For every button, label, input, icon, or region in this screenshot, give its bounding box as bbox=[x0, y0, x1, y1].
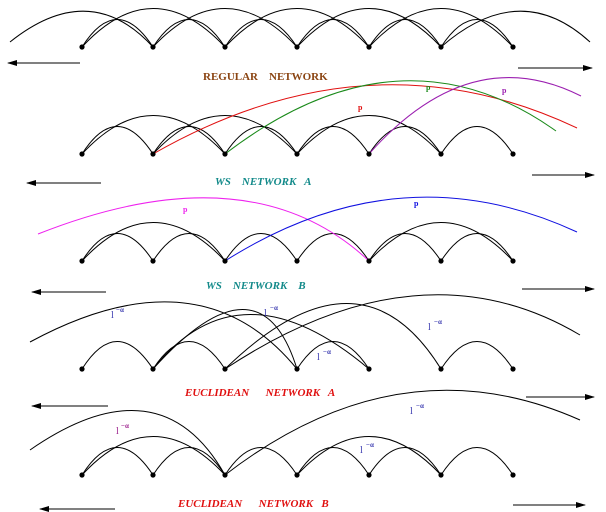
label-p-purple: p bbox=[502, 86, 507, 95]
label-l: l bbox=[410, 406, 413, 417]
euclidean-network-a: l −α l −α l −α l −α EUCLIDEAN NETWORK A bbox=[29, 294, 595, 409]
euclidean-network-b-title: EUCLIDEAN NETWORK B bbox=[177, 498, 329, 510]
euc-a-edges bbox=[29, 294, 581, 370]
label-l: l bbox=[264, 308, 267, 319]
shortcut-magenta bbox=[37, 197, 370, 262]
label-alpha-exponent: −α bbox=[116, 306, 124, 314]
label-l: l bbox=[317, 352, 320, 363]
ws-a-edges bbox=[81, 115, 514, 155]
label-l-alpha: l −α bbox=[111, 306, 124, 321]
shortcut-purple bbox=[368, 77, 582, 155]
label-p-green: p bbox=[426, 83, 431, 92]
label-alpha-exponent: −α bbox=[121, 422, 129, 430]
euclidean-network-a-title: EUCLIDEAN NETWORK A bbox=[184, 387, 335, 399]
ws-network-a: p p p WS NETWORK A bbox=[26, 77, 595, 188]
label-l: l bbox=[111, 310, 114, 321]
label-alpha-exponent: −α bbox=[416, 402, 424, 410]
label-l: l bbox=[428, 322, 431, 333]
ws-b-shortcuts bbox=[37, 196, 578, 262]
label-l-alpha: l −α bbox=[116, 422, 129, 437]
euc-b-nodes bbox=[79, 472, 516, 478]
shortcut-green bbox=[224, 80, 557, 155]
regular-network-title: REGULAR NETWORK bbox=[203, 71, 328, 83]
label-alpha-exponent: −α bbox=[434, 318, 442, 326]
shortcut-blue bbox=[224, 196, 578, 262]
euc-a-nodes bbox=[79, 366, 516, 372]
label-l: l bbox=[360, 445, 363, 456]
regular-network: REGULAR NETWORK bbox=[7, 8, 593, 83]
ws-b-edges bbox=[81, 222, 514, 262]
label-p-blue: p bbox=[414, 199, 419, 208]
label-p-magenta: p bbox=[183, 205, 188, 214]
euc-b-edges bbox=[29, 389, 581, 476]
shortcut-red bbox=[152, 84, 578, 155]
ws-network-a-title: WS NETWORK A bbox=[215, 176, 311, 188]
label-l-alpha: l −α bbox=[264, 304, 278, 319]
ws-a-shortcuts bbox=[152, 77, 582, 155]
label-p-red: p bbox=[358, 103, 363, 112]
label-l-alpha: l −α bbox=[428, 318, 442, 333]
regular-nodes bbox=[79, 44, 516, 50]
label-alpha-exponent: −α bbox=[323, 348, 331, 356]
label-l: l bbox=[116, 426, 119, 437]
label-l-alpha: l −α bbox=[317, 348, 331, 363]
regular-edges bbox=[9, 8, 591, 48]
ws-a-nodes bbox=[79, 151, 516, 157]
label-l-alpha: l −α bbox=[360, 441, 374, 456]
ws-network-b-title: WS NETWORK B bbox=[206, 280, 306, 292]
ws-network-b: p p WS NETWORK B bbox=[31, 196, 595, 295]
label-alpha-exponent: −α bbox=[366, 441, 374, 449]
label-alpha-exponent: −α bbox=[270, 304, 278, 312]
ws-b-nodes bbox=[79, 258, 516, 264]
label-l-alpha: l −α bbox=[410, 402, 424, 417]
euclidean-network-b: l −α l −α l −α EUCLIDEAN NETWORK B bbox=[29, 389, 586, 512]
